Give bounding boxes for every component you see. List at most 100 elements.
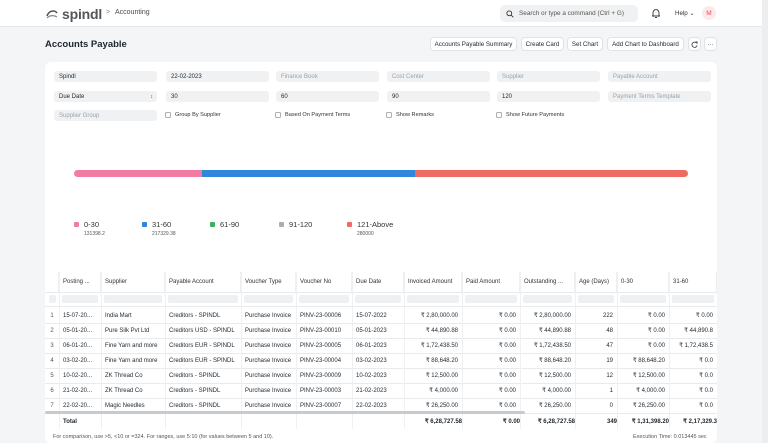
table-cell[interactable]: PINV-23-00004 xyxy=(300,357,342,364)
table-cell[interactable]: ZK Thread Co xyxy=(105,372,143,379)
column-header[interactable]: Supplier xyxy=(101,272,165,292)
table-cell[interactable]: Creditors EUR - SPINDL xyxy=(169,357,235,364)
accounts-payable-summary-button[interactable]: Accounts Payable Summary xyxy=(430,37,517,51)
table-cell[interactable]: 10-02-20... xyxy=(63,372,93,379)
column-header[interactable]: 31-60 xyxy=(669,272,717,292)
table-cell[interactable]: ₹ 0.00 xyxy=(647,343,665,349)
table-cell[interactable]: 10-02-2023 xyxy=(356,372,387,379)
table-cell[interactable]: Purchase Invoice xyxy=(245,387,292,394)
column-filter-input[interactable] xyxy=(244,295,293,303)
table-cell[interactable]: ₹ 0.0 xyxy=(699,403,713,409)
create-card-button[interactable]: Create Card xyxy=(521,37,564,51)
table-cell[interactable]: PINV-23-00009 xyxy=(300,372,342,379)
column-filter-input[interactable] xyxy=(620,295,666,303)
more-actions-button[interactable]: ··· xyxy=(704,37,717,51)
table-cell[interactable]: 22-02-20... xyxy=(63,402,93,409)
ageing-based-on-select[interactable]: Due Date ↕ xyxy=(54,91,157,102)
table-cell[interactable]: ₹ 12,500.00 xyxy=(538,373,571,379)
table-cell[interactable]: 21-02-20... xyxy=(63,387,93,394)
table-cell[interactable]: ₹ 0.0 xyxy=(699,373,713,379)
table-cell[interactable]: ₹ 1,72,438.50 xyxy=(533,343,571,349)
column-filter-input[interactable] xyxy=(168,295,238,303)
table-cell[interactable]: Purchase Invoice xyxy=(245,342,292,349)
set-chart-button[interactable]: Set Chart xyxy=(567,37,603,51)
show-remarks-checkbox[interactable]: Show Remarks xyxy=(386,112,434,118)
table-cell[interactable]: 03-02-20... xyxy=(63,357,93,364)
column-header[interactable]: 0-30 xyxy=(617,272,669,292)
table-cell[interactable]: 06-01-2023 xyxy=(356,342,387,349)
payment-terms-template-filter[interactable]: Payment Terms Template xyxy=(608,91,711,102)
breadcrumb-accounting[interactable]: Accounting xyxy=(115,9,150,16)
column-header[interactable]: Invoiced Amount xyxy=(404,272,462,292)
column-filter-input[interactable] xyxy=(523,295,572,303)
chart-bar-31-60[interactable] xyxy=(202,170,415,177)
help-dropdown[interactable]: Help ⌄ xyxy=(675,10,695,17)
column-filter-input[interactable] xyxy=(465,295,517,303)
table-cell[interactable]: Magic Needles xyxy=(105,402,145,409)
table-cell[interactable]: ₹ 0.0 xyxy=(699,388,713,394)
notification-bell-icon[interactable] xyxy=(651,8,661,19)
table-cell[interactable]: ₹ 26,250.00 xyxy=(425,403,458,409)
table-cell[interactable]: Fine Yarn and more xyxy=(105,357,158,364)
vertical-scrollbar[interactable] xyxy=(762,0,768,443)
table-cell[interactable]: 06-01-20... xyxy=(63,342,93,349)
based-on-payment-terms-checkbox[interactable]: Based On Payment Terms xyxy=(275,112,350,118)
column-header[interactable]: Due Date xyxy=(352,272,404,292)
table-cell[interactable]: ₹ 12,500.00 xyxy=(632,373,665,379)
table-cell[interactable]: 1 xyxy=(609,387,613,394)
table-cell[interactable]: ₹ 0.00 xyxy=(498,343,516,349)
table-cell[interactable]: Creditors - SPINDL xyxy=(169,372,221,379)
user-avatar[interactable]: M xyxy=(702,6,716,20)
table-cell[interactable]: Creditors - SPINDL xyxy=(169,387,221,394)
report-date-filter[interactable]: 22-02-2023 xyxy=(166,71,269,82)
finance-book-filter[interactable]: Finance Book xyxy=(276,71,379,82)
table-cell[interactable]: Fine Yarn and more xyxy=(105,342,158,349)
column-filter-input[interactable] xyxy=(672,295,714,303)
table-cell[interactable]: Creditors EUR - SPINDL xyxy=(169,342,235,349)
table-cell[interactable]: PINV-23-00007 xyxy=(300,402,342,409)
table-cell[interactable]: 05-01-20... xyxy=(63,327,93,334)
group-by-supplier-checkbox[interactable]: Group By Supplier xyxy=(165,112,221,118)
table-cell[interactable]: ₹ 4,000.00 xyxy=(429,388,458,394)
column-header[interactable]: Voucher Type xyxy=(241,272,296,292)
table-cell[interactable]: ₹ 0.00 xyxy=(695,313,713,319)
table-cell[interactable]: ₹ 44,890.88 xyxy=(538,328,571,334)
table-cell[interactable]: ₹ 2,80,000.00 xyxy=(420,313,458,319)
chart-bar-0-30[interactable] xyxy=(74,170,203,177)
refresh-button[interactable] xyxy=(688,37,701,51)
table-cell[interactable]: Purchase Invoice xyxy=(245,402,292,409)
table-cell[interactable]: ₹ 0.00 xyxy=(647,313,665,319)
table-cell[interactable]: ₹ 26,250.00 xyxy=(632,403,665,409)
table-cell[interactable]: Creditors - SPINDL xyxy=(169,312,221,319)
table-cell[interactable]: Creditors - SPINDL xyxy=(169,402,221,409)
table-cell[interactable]: 48 xyxy=(606,327,613,334)
supplier-group-filter[interactable]: Supplier Group xyxy=(54,110,157,121)
table-cell[interactable]: PINV-23-00003 xyxy=(300,387,342,394)
table-cell[interactable]: ₹ 1,72,438.5 xyxy=(679,343,713,349)
table-cell[interactable]: ₹ 2,80,000.00 xyxy=(533,313,571,319)
table-cell[interactable]: Purchase Invoice xyxy=(245,312,292,319)
column-header[interactable]: Paid Amount xyxy=(462,272,520,292)
table-cell[interactable]: ₹ 1,72,438.50 xyxy=(420,343,458,349)
table-cell[interactable]: PINV-23-00005 xyxy=(300,342,342,349)
table-cell[interactable]: ₹ 88,648.20 xyxy=(538,358,571,364)
table-cell[interactable]: ₹ 0.00 xyxy=(498,388,516,394)
table-cell[interactable]: ₹ 0.00 xyxy=(647,328,665,334)
table-cell[interactable]: 03-02-2023 xyxy=(356,357,387,364)
table-cell[interactable]: 222 xyxy=(602,312,613,319)
add-chart-to-dashboard-button[interactable]: Add Chart to Dashboard xyxy=(607,37,684,51)
table-cell[interactable]: 05-01-2023 xyxy=(356,327,387,334)
cost-center-filter[interactable]: Cost Center xyxy=(387,71,490,82)
table-cell[interactable]: Pure Silk Pvt Ltd xyxy=(105,327,150,334)
table-cell[interactable]: 19 xyxy=(606,357,613,364)
table-cell[interactable]: 12 xyxy=(606,372,613,379)
table-cell[interactable]: 0 xyxy=(609,402,613,409)
table-cell[interactable]: ₹ 44,890.8 xyxy=(684,328,713,334)
column-header[interactable]: Posting ... xyxy=(59,272,101,292)
table-cell[interactable]: India Mart xyxy=(105,312,132,319)
payable-account-filter[interactable]: Payable Account xyxy=(608,71,711,82)
column-filter-input[interactable] xyxy=(355,295,401,303)
column-filter-input[interactable] xyxy=(407,295,459,303)
table-cell[interactable]: ₹ 0.00 xyxy=(498,373,516,379)
app-logo[interactable]: spindl xyxy=(45,6,102,22)
